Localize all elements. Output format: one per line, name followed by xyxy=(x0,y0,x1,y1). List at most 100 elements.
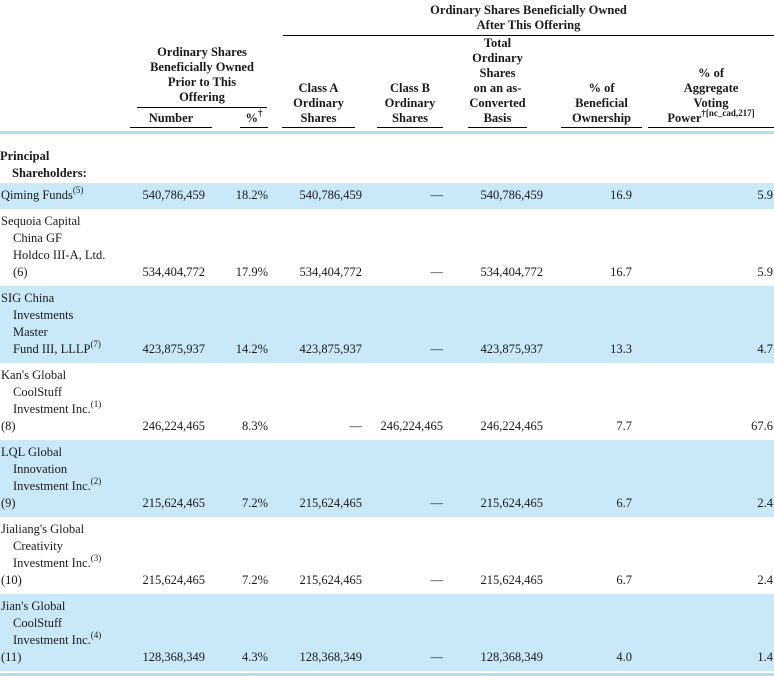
name-column-header xyxy=(0,36,130,128)
header-rule-cell xyxy=(0,128,774,134)
shareholder-name-cell: Sequoia Capital China GF Holdco III-A, Ltd… xyxy=(0,209,130,286)
shareholder-name-line: China GF xyxy=(13,231,62,245)
section-label-line-2: Shareholders: xyxy=(12,166,87,180)
footnote-reference: (3) xyxy=(90,552,102,563)
cell-total: 246,224,465 xyxy=(480,419,544,433)
after-group-line-2: After This Offering xyxy=(476,18,581,32)
cell-class-b: 246,224,465 xyxy=(380,419,444,433)
column-header-row: Ordinary Shares Beneficially Owned Prior… xyxy=(0,36,774,128)
prior-group-line-2: Beneficially Owned xyxy=(150,60,254,74)
shareholder-name-cell: Jialiang's Global Creativity Investment In… xyxy=(0,517,130,594)
cell-number: 128,368,349 xyxy=(130,594,212,671)
prior-offering-group-cell: Ordinary Shares Beneficially Owned Prior… xyxy=(130,36,268,128)
cell-class-a: 423,875,937 xyxy=(268,286,362,363)
cell-pct: 18.2% xyxy=(212,183,268,209)
cell-class-b: — xyxy=(430,573,444,587)
shareholder-name-line: Kan's Global xyxy=(1,368,67,382)
footnote-reference: (4) xyxy=(90,629,102,640)
table-body: Principal Shareholders: Qiming Funds(5) 5… xyxy=(0,134,774,671)
shareholder-name-line: Sequoia Capital xyxy=(1,214,81,228)
cell-class-b: — xyxy=(362,594,443,671)
shareholder-name-line: Investments xyxy=(13,308,74,322)
header-rule-row xyxy=(0,128,774,134)
cell-voting: 2.4 xyxy=(757,573,774,587)
col-header-class-b: Class B Ordinary Shares xyxy=(362,36,443,128)
shareholder-name-line: (10) xyxy=(1,573,22,587)
header-spacer xyxy=(0,0,268,36)
cell-voting: 5.9 xyxy=(757,265,774,279)
shareholder-name-line: Investment Inc.(2) xyxy=(13,475,102,493)
shareholder-name-cell: Qiming Funds(5) xyxy=(0,183,130,209)
section-label-cell: Principal Shareholders: xyxy=(0,134,774,183)
cell-pct: 8.3% xyxy=(241,419,268,433)
after-offering-group-cell: Ordinary Shares Beneficially Owned After… xyxy=(268,0,774,36)
cell-class-a: 534,404,772 xyxy=(299,265,363,279)
cell-voting: 67.6 xyxy=(751,419,774,433)
shareholder-name-line: Qiming Funds(5) xyxy=(1,184,84,202)
col-header-beneficial-ownership: % of Beneficial Ownership xyxy=(543,36,642,128)
shareholder-name-cell: Kan's Global CoolStuff Investment Inc.(1)(… xyxy=(0,363,130,440)
footnote-reference: (7) xyxy=(90,338,101,349)
cell-number: 246,224,465 xyxy=(142,419,206,433)
cell-pct: 7.2% xyxy=(212,440,268,517)
cell-class-a: 215,624,465 xyxy=(299,573,363,587)
shareholder-name-cell: Jian's Global CoolStuff Investment Inc.(4)… xyxy=(0,594,130,671)
cell-number: 215,624,465 xyxy=(142,573,206,587)
footnote-reference: (2) xyxy=(90,475,102,486)
shareholder-name-cell: LQL Global Innovation Investment Inc.(2) (9… xyxy=(0,440,130,517)
cell-pct: 7.2% xyxy=(241,573,268,587)
cell-total: 215,624,465 xyxy=(443,440,543,517)
cell-voting: 2.4 xyxy=(642,440,774,517)
shareholder-name-cell: SIG China Investments Master Fund III, LLLP… xyxy=(0,286,130,363)
col-header-number: Number xyxy=(130,111,212,128)
cell-class-b: — xyxy=(362,440,443,517)
table-row: SIG China Investments Master Fund III, LLLP… xyxy=(0,286,774,363)
shareholder-name-line: (11) xyxy=(1,650,22,664)
shareholder-name-line: (9) xyxy=(1,496,16,510)
cell-total: 540,786,459 xyxy=(443,183,543,209)
cell-beneficial: 4.0 xyxy=(543,594,642,671)
cell-class-a: 540,786,459 xyxy=(268,183,362,209)
shareholder-name-line: LQL Global xyxy=(1,445,62,459)
header-divider-line xyxy=(0,131,774,134)
cell-beneficial: 7.7 xyxy=(616,419,632,433)
cell-number: 215,624,465 xyxy=(130,440,212,517)
cell-pct: 17.9% xyxy=(235,265,268,279)
cell-voting: 5.9 xyxy=(642,183,774,209)
shareholder-name-line: Jian's Global xyxy=(1,599,66,613)
after-offering-group-header: Ordinary Shares Beneficially Owned After… xyxy=(283,0,774,36)
cell-total: 534,404,772 xyxy=(480,265,544,279)
cell-class-a: 215,624,465 xyxy=(268,440,362,517)
cell-pct: 4.3% xyxy=(212,594,268,671)
prior-offering-group-header: Ordinary Shares Beneficially Owned Prior… xyxy=(137,45,267,108)
prior-group-line-4: Offering xyxy=(179,90,225,104)
shareholder-name-line: (6) xyxy=(13,265,28,279)
shareholder-name-line: CoolStuff xyxy=(13,385,63,399)
table-row: Jian's Global CoolStuff Investment Inc.(4)… xyxy=(0,594,774,671)
cell-total: 128,368,349 xyxy=(443,594,543,671)
prior-sub-columns: Number %† xyxy=(130,108,268,128)
cell-beneficial: 6.7 xyxy=(543,440,642,517)
shareholder-name-line: Master xyxy=(13,325,48,339)
cell-beneficial: 16.9 xyxy=(543,183,642,209)
cell-voting: 1.4 xyxy=(642,594,774,671)
shareholder-name-line: CoolStuff xyxy=(13,616,63,630)
cell-class-b: — xyxy=(430,265,444,279)
table-row: Sequoia Capital China GF Holdco III-A, Ltd… xyxy=(0,209,774,286)
cell-class-b: — xyxy=(362,286,443,363)
cell-number: 540,786,459 xyxy=(130,183,212,209)
cell-voting: 4.7 xyxy=(642,286,774,363)
shareholder-name-line: Fund III, LLLP(7) xyxy=(13,338,101,356)
table-row: LQL Global Innovation Investment Inc.(2) (9… xyxy=(0,440,774,517)
shareholder-name-line: (8) xyxy=(1,419,16,433)
shareholder-name-line: Creativity xyxy=(13,539,63,553)
cell-class-a: 128,368,349 xyxy=(268,594,362,671)
col-header-voting-power: % of Aggregate Voting Power†[nc_cad,217] xyxy=(642,36,774,128)
table-row: Kan's Global CoolStuff Investment Inc.(1)(… xyxy=(0,363,774,440)
cell-class-a: — xyxy=(349,419,363,433)
footnote-reference: (1) xyxy=(90,398,102,409)
footnote-reference: (5) xyxy=(72,184,84,195)
cell-pct: 14.2% xyxy=(212,286,268,363)
cell-beneficial: 6.7 xyxy=(616,573,632,587)
